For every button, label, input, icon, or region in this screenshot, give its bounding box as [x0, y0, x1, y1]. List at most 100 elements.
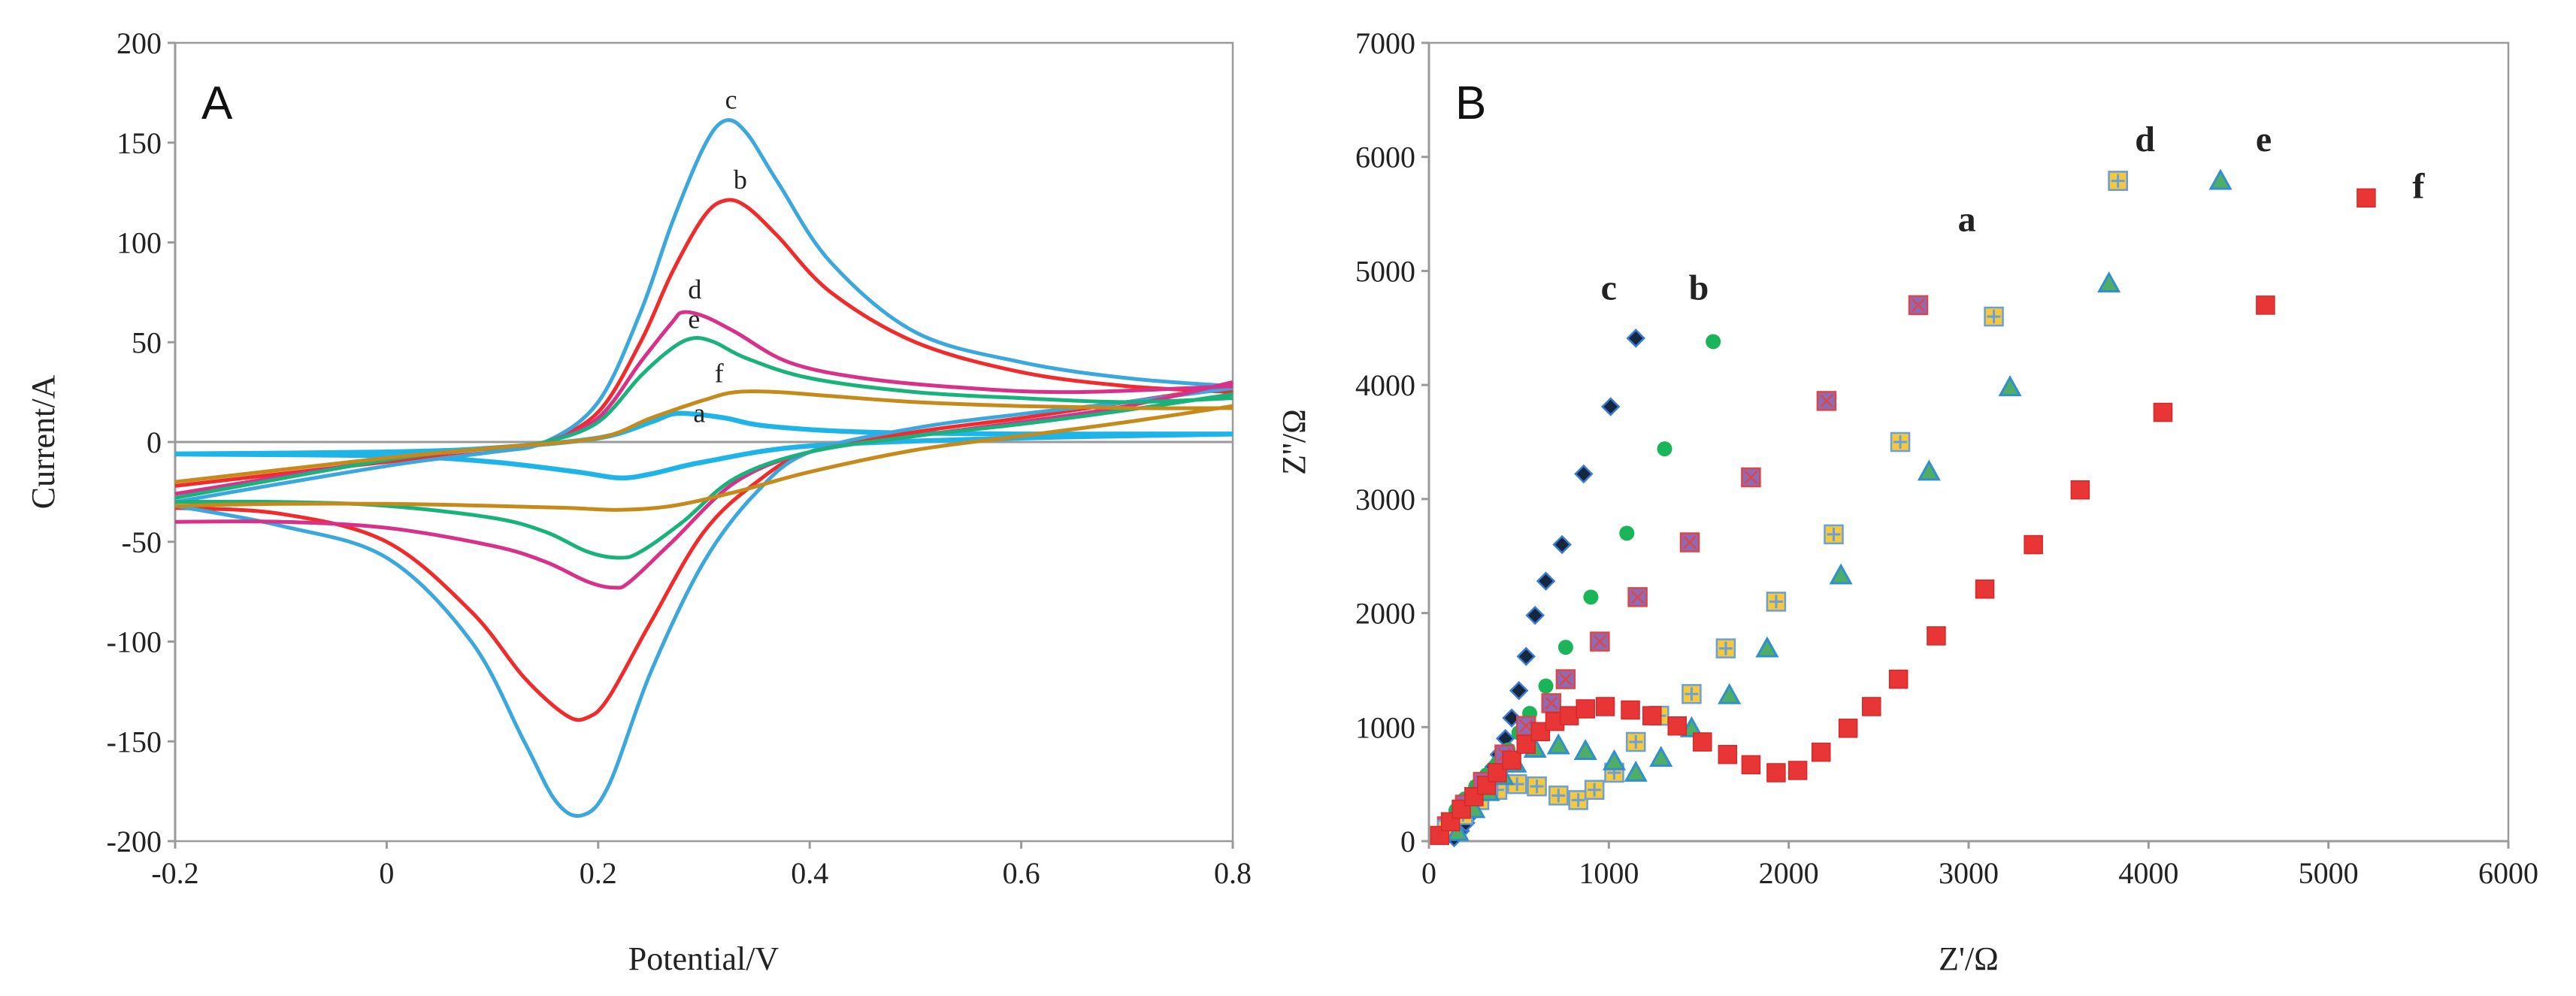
nyquist-point-f: [1502, 750, 1521, 770]
a-x-tick-label: 0.6: [1003, 856, 1040, 890]
nyquist-point-plus-d: [1588, 783, 1602, 797]
nyquist-series-label-b: b: [1689, 268, 1709, 307]
a-y-tick-label: 50: [132, 325, 162, 359]
nyquist-point-cross-a: [1912, 298, 1925, 312]
nyquist-point-a: [1627, 587, 1648, 607]
panel-b-y-axis-title: Z''/Ω: [1276, 409, 1312, 475]
nyquist-point-b: [1706, 334, 1721, 350]
nyquist-point-e: [1624, 760, 1648, 782]
cv-curve-label-c: c: [725, 85, 737, 115]
panel-a-x-tick-labels: -0.2 0 0.2 0.4 0.6 0.8: [151, 841, 1252, 890]
a-y-tick-label: 150: [117, 126, 162, 160]
nyquist-point-f: [1576, 699, 1595, 719]
nyquist-point-f: [2256, 295, 2275, 315]
nyquist-point-b: [1619, 525, 1635, 541]
nyquist-point-e: [1602, 749, 1627, 770]
nyquist-point-b: [1538, 678, 1554, 694]
nyquist-point-cross-a: [1559, 672, 1573, 686]
nyquist-point-a: [1541, 693, 1561, 713]
panel-a-cv-chart: -0.2 0 0.2 0.4 0.6 0.8 200 150 100 50 0 -50 -100 -15…: [25, 26, 1252, 977]
a-y-tick-label: -50: [122, 525, 162, 559]
nyquist-point-f: [1975, 579, 1995, 599]
nyquist-point-f: [1718, 744, 1738, 764]
panel-b-nyquist-chart: 0 1000 2000 3000 4000 5000 6000 7000 6000 5000 40…: [1276, 26, 2538, 977]
nyquist-point-c: [1516, 646, 1536, 666]
b-y-tick-label: 7000: [1355, 26, 1415, 60]
a-x-tick-label: -0.2: [151, 856, 198, 890]
a-x-tick-label: 0.8: [1214, 856, 1252, 890]
nyquist-point-plus-d: [1530, 780, 1544, 794]
nyquist-point-f: [1642, 706, 1662, 725]
b-y-tick-label: 6000: [1355, 141, 1415, 174]
nyquist-point-f: [1741, 755, 1761, 775]
cv-curve-label-a: a: [693, 398, 705, 428]
panel-a-letter: A: [201, 77, 233, 129]
nyquist-point-f: [1766, 763, 1786, 783]
cv-curve-label-d: d: [688, 274, 701, 304]
nyquist-point-c: [1502, 708, 1521, 728]
a-y-tick-label: -100: [107, 625, 162, 659]
nyquist-point-f: [1693, 732, 1712, 752]
nyquist-point-d: [1715, 638, 1736, 658]
cv-curve-f: [174, 389, 1234, 512]
nyquist-point-f: [1621, 700, 1640, 720]
nyquist-point-plus-d: [1718, 641, 1733, 655]
panel-a-curves: [174, 118, 1234, 818]
nyquist-point-cross-a: [1519, 719, 1533, 733]
nyquist-point-f: [1927, 626, 1946, 646]
nyquist-point-c: [1552, 534, 1572, 555]
nyquist-point-a: [1679, 532, 1700, 552]
nyquist-series-label-d: d: [2135, 120, 2155, 159]
nyquist-point-plus-d: [1551, 789, 1566, 803]
nyquist-point-plus-d: [1893, 435, 1908, 449]
nyquist-point-plus-d: [2111, 174, 2125, 188]
b-y-tick-label: 2000: [1355, 597, 1415, 631]
nyquist-point-e: [1546, 733, 1570, 755]
nyquist-point-f: [2357, 188, 2376, 208]
nyquist-point-b: [1657, 441, 1672, 457]
nyquist-point-cross-a: [1630, 590, 1645, 604]
panel-b-data-points: [1430, 168, 2376, 848]
b-x-tick-label: 4000: [2118, 856, 2178, 890]
b-x-tick-label: 2000: [1759, 856, 1819, 890]
nyquist-point-f: [1811, 742, 1831, 762]
b-y-tick-label: 3000: [1355, 483, 1415, 516]
nyquist-point-c: [1600, 397, 1621, 416]
panel-a-x-axis-title: Potential/V: [628, 940, 779, 977]
cv-curve-label-e: e: [688, 304, 700, 335]
nyquist-point-d: [1766, 592, 1787, 612]
nyquist-point-f: [2153, 402, 2173, 422]
nyquist-point-d: [1584, 780, 1605, 800]
cv-curve-label-f: f: [715, 358, 724, 388]
b-x-tick-label: 0: [1421, 856, 1436, 890]
nyquist-point-f: [1595, 697, 1615, 716]
nyquist-point-e: [1829, 563, 1853, 585]
nyquist-point-f: [1667, 716, 1688, 736]
cv-curve-c: [174, 118, 1234, 818]
a-y-tick-label: 0: [147, 425, 162, 459]
nyquist-point-e: [1755, 636, 1779, 658]
panel-a-curve-labels: a b c def: [688, 85, 747, 428]
nyquist-point-d: [1682, 684, 1702, 704]
panel-b-series-labels: c b a d e f: [1601, 120, 2426, 307]
panel-b-letter: B: [1455, 77, 1486, 129]
nyquist-point-f: [2024, 534, 2043, 555]
b-y-tick-label: 1000: [1355, 710, 1415, 744]
nyquist-point-a: [1816, 391, 1837, 411]
nyquist-point-d: [1984, 306, 2004, 327]
nyquist-point-cross-a: [1744, 471, 1758, 484]
nyquist-point-f: [1559, 706, 1579, 725]
nyquist-point-b: [1583, 589, 1599, 605]
nyquist-point-plus-d: [1685, 687, 1699, 701]
nyquist-point-a: [1908, 295, 1929, 316]
nyquist-point-plus-d: [1769, 595, 1783, 609]
b-x-tick-label: 3000: [1939, 856, 1999, 890]
nyquist-series-label-e: e: [2256, 120, 2272, 159]
nyquist-point-d: [1527, 776, 1547, 797]
nyquist-point-b: [1557, 640, 1573, 655]
b-x-tick-label: 5000: [2299, 856, 2359, 890]
panel-b-x-tick-labels: 0 1000 2000 3000 4000 5000 6000: [1421, 841, 2538, 890]
nyquist-series-label-f: f: [2412, 166, 2425, 206]
nyquist-point-e: [2208, 168, 2232, 190]
